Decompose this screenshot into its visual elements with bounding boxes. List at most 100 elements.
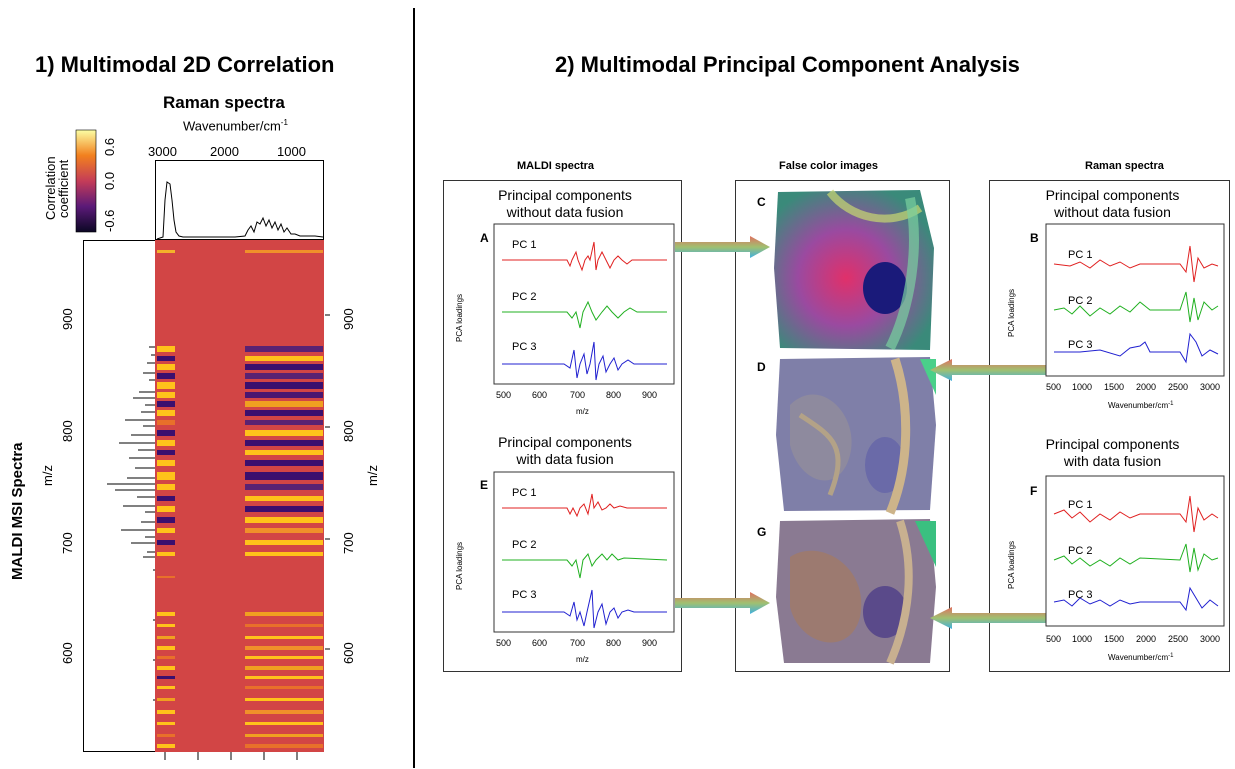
panel-a-pc2: PC 2 — [512, 291, 536, 303]
panel-b-xtick-1000: 1000 — [1072, 382, 1092, 392]
heatmap-stripes — [157, 250, 323, 748]
raman-pc-with-title: Principal components with data fusion — [1005, 436, 1220, 470]
panel-a-xtick-900: 900 — [642, 390, 657, 400]
mz-tick-right-800: 800 — [341, 420, 356, 442]
maldi-pc-without-title: Principal components without data fusion — [460, 187, 670, 221]
colorbar-tick-mid: 0.0 — [102, 172, 117, 190]
mz-tick-right-600: 600 — [341, 642, 356, 664]
false-color-image-d — [776, 357, 936, 515]
wavenumber-label-text: Wavenumber/cm — [183, 118, 281, 134]
arrows — [675, 236, 1050, 629]
panel-e-xtick-500: 500 — [496, 638, 511, 648]
colorbar-title-line2: coefficient — [56, 159, 71, 218]
mz-label-right: m/z — [365, 465, 380, 486]
panel-letter-c: C — [757, 195, 766, 209]
arrow-e-to-g — [675, 592, 770, 614]
raman-spectra-title: Raman spectra — [163, 93, 285, 112]
panel-b-xtick-2000: 2000 — [1136, 382, 1156, 392]
panel-f-xtick-3000: 3000 — [1200, 634, 1220, 644]
mz-tick-left-900: 900 — [60, 308, 75, 330]
correlation-heatmap — [155, 240, 324, 753]
maldi-pc-without-line1: Principal components — [498, 187, 632, 203]
panel-f-xtick-1500: 1500 — [1104, 634, 1124, 644]
maldi-pc-without-line2: without data fusion — [506, 204, 624, 220]
panel-e-pc2: PC 2 — [512, 539, 536, 551]
raman-pc-without-title: Principal components without data fusion — [1005, 187, 1220, 221]
colorbar-tick-top: 0.6 — [102, 138, 117, 156]
mz-tick-right-700: 700 — [341, 532, 356, 554]
panel-e-xtick-600: 600 — [532, 638, 547, 648]
panel-a-plot: PCA loadings PC 1 PC 2 PC 3 500 600 700 … — [455, 223, 675, 416]
colorbar-title-line1: Correlation — [43, 156, 58, 220]
panel-a-xtick-700: 700 — [570, 390, 585, 400]
col-head-false-color: False color images — [779, 160, 879, 172]
section-divider — [413, 8, 415, 768]
false-color-outer-box — [735, 180, 950, 672]
mz-tick-right-900: 900 — [341, 308, 356, 330]
panel-e-pc1: PC 1 — [512, 487, 536, 499]
panel-letter-f: F — [1030, 484, 1038, 498]
panel-letter-e: E — [480, 478, 489, 492]
side-label: MALDI MSI Spectra — [9, 442, 26, 580]
panel-f-xtick-2500: 2500 — [1168, 634, 1188, 644]
arrow-a-to-c — [675, 236, 770, 258]
panel-f-pc3: PC 3 — [1068, 589, 1092, 601]
wavenumber-label: Wavenumber/cm-1 — [183, 118, 288, 133]
section2-title: 2) Multimodal Principal Component Analys… — [555, 52, 1020, 77]
panel-e-ylabel: PCA loadings — [455, 542, 464, 590]
raman-spectrum-plot — [155, 160, 324, 240]
false-color-image-g — [776, 519, 936, 665]
raman-pc-with-line2: with data fusion — [1063, 453, 1162, 469]
panel-f-ylabel: PCA loadings — [1007, 541, 1016, 589]
colorbar: Correlation coefficient 0.6 0.0 -0.6 — [43, 129, 117, 233]
heatmap-bottom-ticks — [164, 752, 298, 760]
panel-b-xtick-2500: 2500 — [1168, 382, 1188, 392]
panel-letter-a: A — [480, 231, 489, 245]
panel-b-xtick-3000: 3000 — [1200, 382, 1220, 392]
panel-b-ylabel: PCA loadings — [1007, 289, 1016, 337]
raman-pc-without-line1: Principal components — [1045, 187, 1180, 203]
panel-letter-b: B — [1030, 231, 1039, 245]
panel-f-xlabel: Wavenumber/cm-1 — [1108, 653, 1174, 662]
panel-f-xtick-2000: 2000 — [1136, 634, 1156, 644]
panel-f-pc2: PC 2 — [1068, 545, 1092, 557]
arrow-b-to-d — [930, 359, 1050, 381]
maldi-pc-with-title: Principal components with data fusion — [460, 434, 670, 468]
panel-f-xlabel-text: Wavenumber/cm — [1108, 653, 1169, 662]
panel-e-pc3: PC 3 — [512, 589, 536, 601]
panel-e-xtick-800: 800 — [606, 638, 621, 648]
panel-b-xtick-500: 500 — [1046, 382, 1061, 392]
panel-e-xlabel: m/z — [576, 655, 589, 664]
mz-tick-left-600: 600 — [60, 642, 75, 664]
panel-b-pc1: PC 1 — [1068, 249, 1092, 261]
top-tick-2000: 2000 — [210, 144, 239, 159]
panel-e-xtick-700: 700 — [570, 638, 585, 648]
panel-a-pc1: PC 1 — [512, 239, 536, 251]
panel-b-pc2: PC 2 — [1068, 295, 1092, 307]
panel-f-xlabel-sup: -1 — [1168, 653, 1174, 659]
raman-outer-box — [989, 180, 1230, 672]
mz-tick-left-700: 700 — [60, 532, 75, 554]
wavenumber-label-sup: -1 — [280, 118, 288, 127]
panel-a-pc3: PC 3 — [512, 341, 536, 353]
mz-tick-left-800: 800 — [60, 420, 75, 442]
panel-letter-g: G — [757, 525, 767, 539]
raman-pc-without-line2: without data fusion — [1054, 204, 1171, 220]
right-axis: 900 800 700 600 m/z — [325, 308, 380, 664]
maldi-spectrum-plot — [83, 240, 157, 752]
panel-b-pc3: PC 3 — [1068, 339, 1092, 351]
maldi-peaks — [107, 346, 156, 701]
maldi-pc-with-line2: with data fusion — [516, 451, 614, 467]
panel-f-pc1: PC 1 — [1068, 499, 1092, 511]
panel-a-xlabel: m/z — [576, 407, 589, 416]
panel-e-xtick-900: 900 — [642, 638, 657, 648]
panel-b-plot: PCA loadings PC 1 PC 2 PC 3 500 1000 150… — [1007, 223, 1225, 410]
maldi-pc-with-line1: Principal components — [498, 434, 632, 450]
top-tick-1000: 1000 — [277, 144, 306, 159]
panel-f-xtick-1000: 1000 — [1072, 634, 1092, 644]
colorbar-tick-bottom: -0.6 — [102, 210, 117, 232]
panel-letter-d: D — [757, 360, 766, 374]
raman-pc-with-line1: Principal components — [1045, 436, 1180, 452]
panel-f-xtick-500: 500 — [1046, 634, 1061, 644]
panel-a-ylabel: PCA loadings — [455, 294, 464, 342]
